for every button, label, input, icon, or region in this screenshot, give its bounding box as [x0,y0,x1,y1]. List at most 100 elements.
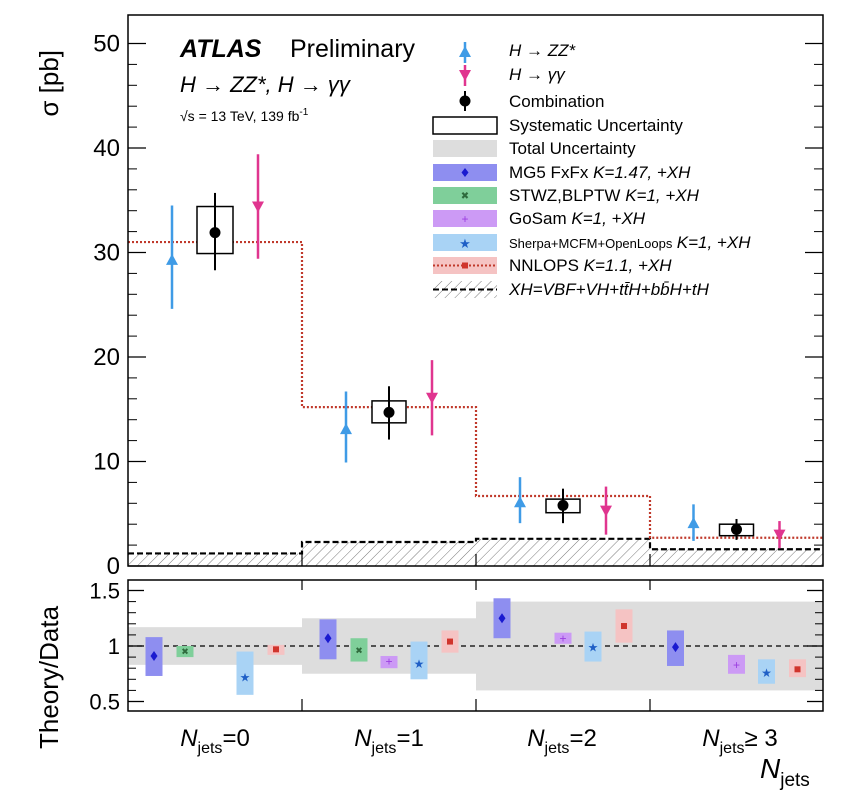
legend-xh-label: XH=VBF+VH+tt̄H+bb̄H+tH [508,280,710,299]
nnlops-point-3 [794,666,801,673]
zz-point-2 [514,496,526,508]
energy-label: √s = 13 TeV, 139 fb-1 [180,107,309,124]
legend-zz-label: H → ZZ* [509,41,576,60]
experiment-label: ATLAS [179,35,262,63]
nnlops-point-1 [447,638,453,645]
stwz-band-1 [350,638,368,662]
ratio-ytick-label-1: 1 [108,634,120,659]
legend-sherpa-k: K=1, +XH [677,233,751,252]
legend-gosam-marker: + [461,212,468,226]
legend-mg5-name: MG5 FxFx [509,163,589,182]
legend-mg5-k: K=1.47, +XH [593,163,691,182]
gg-point-1 [426,392,438,404]
legend-stwz-band [433,187,497,204]
sherpa-band-2 [584,631,602,662]
main-ytick-label-0: 0 [107,553,120,580]
nnlops-point-0 [273,646,279,653]
xh-hatch-1 [302,541,476,566]
x-axis-labels: Njets=0 Njets=1 Njets=2 Njets≥ 3 [180,725,778,757]
xh-hatch-0 [128,553,302,566]
gosam-point-1: + [385,655,392,669]
combo-point-2 [557,499,569,511]
legend: H → ZZ* H → γγ Combination Systematic Un… [432,41,751,299]
legend-nnlops-k: K=1.1, +XH [584,256,673,275]
x-label-3: Njets≥ 3 [702,725,777,757]
main-ytick-label-1: 10 [93,449,120,476]
main-y-axis-title: σ [pb] [34,50,64,117]
legend-combo-label: Combination [509,92,604,111]
ratio-panel: ✖ ✖ + + + ★ ★ ★ ★ 0.5 1 1.5 [89,579,824,715]
mg5-point-1 [324,633,332,644]
main-ytick-label-4: 40 [93,135,120,162]
gg-point-0 [252,201,264,213]
legend-gosam-label: GoSam K=1, +XH [509,209,646,228]
sherpa-point-3: ★ [761,666,772,680]
legend-nnlops-marker [462,262,468,269]
zz-point-0 [166,253,178,265]
nnlops-line [128,240,823,539]
legend-syst-box [432,116,498,135]
combo-point-3 [731,523,742,535]
main-panel: 0 10 20 30 40 50 [93,14,824,580]
status-label: Preliminary [290,35,416,63]
gosam-band-1 [380,655,398,669]
main-ytick-label-5: 50 [93,31,120,58]
legend-total-box [433,140,497,157]
mg5-point-0 [150,650,158,661]
x-label-2: Njets=2 [527,725,597,757]
mg5-point-3 [672,642,679,653]
stwz-point-1: ✖ [355,646,363,656]
legend-mg5-marker [461,168,469,177]
legend-gg-label: H → γγ [509,65,566,84]
legend-sherpa-name: Sherpa+MCFM+OpenLoops [509,236,673,251]
sherpa-point-2: ★ [588,640,599,654]
main-ytick-label-2: 20 [93,344,120,371]
combo-point-0 [209,227,221,239]
xh-hatch-2 [476,538,650,566]
legend-sherpa-label: Sherpa+MCFM+OpenLoops K=1, +XH [509,233,751,252]
ratio-ytick-label-0: 0.5 [89,690,120,715]
x-label-1: Njets=1 [354,725,424,757]
gosam-band-3 [728,654,745,674]
gosam-point-3: + [733,658,740,672]
combo-point-1 [383,406,395,418]
legend-sherpa-marker: ★ [459,236,471,251]
xh-line [128,537,823,555]
energy-text: √s = 13 TeV, 139 fb [180,108,300,124]
channels-label: H → ZZ*, H → γγ [180,72,352,97]
legend-gosam-name: GoSam [509,209,567,228]
legend-combo-marker [459,95,471,107]
legend-syst-label: Systematic Uncertainty [509,116,683,135]
legend-gg-marker [459,70,471,81]
gosam-band-2 [554,632,572,644]
lumi-exponent: -1 [299,107,308,118]
legend-gosam-k: K=1, +XH [571,209,645,228]
zz-point-3 [687,517,700,529]
sherpa-band-1 [410,641,428,680]
x-label-0: Njets=0 [180,725,250,757]
x-axis-title: Njets [760,753,810,791]
stwz-point-0: ✖ [181,647,189,657]
legend-stwz-name: STWZ,BLPTW [509,186,620,205]
sherpa-band-3 [758,659,775,684]
legend-zz-marker [459,46,471,57]
legend-total-label: Total Uncertainty [509,139,636,158]
ratio-y-axis-title: Theory/Data [34,605,64,749]
nnlops-point-2 [621,623,627,630]
sherpa-point-1: ★ [414,657,425,671]
main-ytick-label-3: 30 [93,240,120,267]
legend-gosam-band [433,210,497,227]
legend-stwz-k: K=1, +XH [625,186,699,205]
ratio-ytick-label-2: 1.5 [89,579,120,604]
legend-stwz-marker: ✖ [461,191,469,202]
zz-point-1 [340,423,352,435]
xh-hatch-3 [650,549,823,566]
gg-point-3 [773,529,786,541]
gg-point-2 [600,505,612,517]
mg5-point-2 [498,613,506,624]
gosam-point-2: + [559,631,566,645]
legend-sherpa-band [433,234,497,251]
stwz-band-0 [176,646,194,658]
sherpa-point-0: ★ [240,670,251,684]
